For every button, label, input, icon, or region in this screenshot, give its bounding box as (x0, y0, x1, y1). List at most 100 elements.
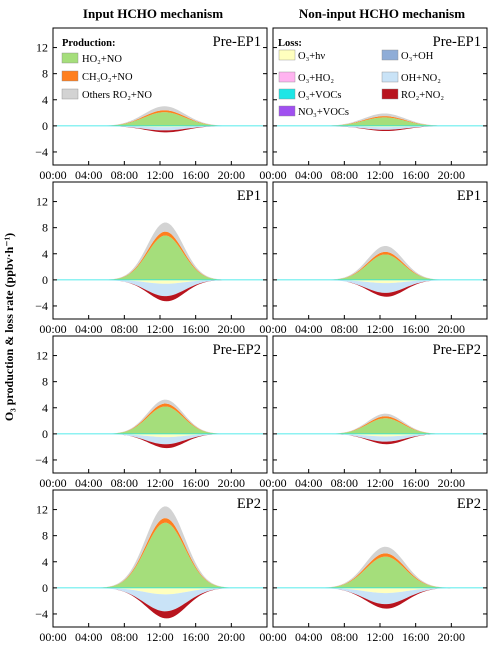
legend-swatch (61, 52, 79, 64)
legend-swatch (381, 88, 399, 100)
x-tick-label: 04:00 (295, 322, 322, 336)
x-tick-label: 04:00 (75, 476, 102, 490)
x-tick-label: 00:00 (259, 168, 286, 182)
x-tick-label: 16:00 (402, 322, 429, 336)
column-title-non-input: Non-input HCHO mechanism (299, 6, 465, 21)
area-ho2-no (273, 254, 487, 280)
area-ro2-no2 (273, 125, 487, 132)
area-ho2-no (273, 418, 487, 434)
legend-swatch (278, 88, 296, 100)
y-tick-label: 12 (36, 195, 48, 209)
y-tick-label: 0 (42, 273, 48, 287)
x-tick-label: 08:00 (111, 476, 138, 490)
x-tick-label: 12:00 (366, 168, 393, 182)
area-others-ro2-no (273, 245, 487, 280)
x-tick-label: 08:00 (111, 168, 138, 182)
area-o3-hv (273, 587, 487, 594)
panel-background (53, 28, 267, 165)
area-others-ro2-no (53, 106, 267, 126)
panel-background (273, 28, 487, 165)
x-tick-label: 16:00 (182, 476, 209, 490)
legends: Production: HO₂+NO CH₃O₂+NO Others RO₂+NO Lo… (61, 38, 444, 118)
x-tick-label: 00:00 (259, 476, 286, 490)
y-tick-label: 4 (42, 555, 48, 569)
area-o3-hv (53, 279, 267, 284)
y-tick-label: −4 (35, 299, 48, 313)
x-tick-label: 08:00 (331, 168, 358, 182)
x-tick-label: 20:00 (218, 630, 245, 644)
x-tick-label: 20:00 (218, 476, 245, 490)
area-o3-hv (273, 125, 487, 128)
legend-production-title: Production: (62, 38, 115, 49)
x-tick-label: 04:00 (295, 476, 322, 490)
x-tick-label: 12:00 (146, 476, 173, 490)
x-tick-label: 16:00 (182, 322, 209, 336)
x-tick-label: 20:00 (438, 322, 465, 336)
area-ro2-no2 (53, 125, 267, 133)
area-ho2-no (53, 235, 267, 280)
legend-item-label: OH+NO₂ (401, 73, 441, 84)
panel-6: 00:00 04:00 08:00 12:00 16:00 20:00 Pre-EP2 (259, 335, 488, 490)
legend-item-label: O₃+VOCs (298, 90, 341, 101)
area-ro2-no2 (53, 279, 267, 302)
area-others-ro2-no (273, 113, 487, 126)
y-tick-label: 4 (42, 401, 48, 415)
area-o3-hv (53, 587, 267, 595)
y-axis-label: O₃ production & loss rate (ppbv·h⁻¹) (2, 233, 16, 421)
legend-item-label: O₃+HO₂ (298, 73, 334, 84)
x-tick-label: 00:00 (259, 630, 286, 644)
y-tick-label: −4 (35, 145, 48, 159)
x-tick-label: 00:00 (39, 476, 66, 490)
panel-7: −4 0 4 8 12 00:00 04:00 08:00 12:00 16:00 20:00 EP2 (35, 489, 268, 644)
area-ho2-no (273, 117, 487, 126)
area-ho2-no (53, 112, 267, 126)
x-tick-label: 16:00 (402, 168, 429, 182)
legend-loss-title: Loss: (278, 38, 302, 49)
area-ro2-no2 (273, 433, 487, 445)
area-oh-no2 (53, 125, 267, 131)
x-tick-label: 04:00 (295, 168, 322, 182)
x-tick-label: 12:00 (366, 322, 393, 336)
x-tick-label: 04:00 (295, 630, 322, 644)
x-tick-label: 12:00 (146, 322, 173, 336)
area-oh-no2 (273, 125, 487, 130)
column-title-input: Input HCHO mechanism (83, 6, 223, 21)
legend-swatch (278, 105, 296, 117)
panel-period-label: EP2 (237, 496, 261, 512)
legend-swatch (278, 49, 296, 61)
legend-item-label: HO₂+NO (82, 54, 122, 65)
y-tick-label: 8 (42, 221, 48, 235)
x-tick-label: 12:00 (366, 630, 393, 644)
area-oh-no2 (273, 587, 487, 605)
legend-item-label: O₃+hν (298, 51, 325, 62)
y-tick-label: 8 (42, 529, 48, 543)
x-tick-label: 08:00 (331, 630, 358, 644)
area-o3-hv (53, 433, 267, 438)
area-oh-no2 (53, 279, 267, 297)
area-ro2-no2 (53, 587, 267, 619)
panel-8: 00:00 04:00 08:00 12:00 16:00 20:00 EP2 (259, 489, 488, 644)
area-ro2-no2 (273, 279, 487, 297)
legend-swatch (381, 71, 399, 83)
x-tick-label: 08:00 (111, 322, 138, 336)
area-ho2-no (53, 522, 267, 588)
legend-item-label: O₃+OH (401, 51, 434, 62)
panel-period-label: Pre-EP1 (213, 34, 261, 50)
panel-2: 00:00 04:00 08:00 12:00 16:00 20:00 Pre-EP1 (259, 27, 488, 182)
legend-item-label: RO₂+NO₂ (401, 90, 444, 101)
area-ho2-no (273, 556, 487, 588)
panels: −4 0 4 8 12 00:00 04:00 08:00 12:00 16:00 20:00 Pre… (35, 27, 488, 644)
x-tick-label: 16:00 (182, 168, 209, 182)
panel-4: 00:00 04:00 08:00 12:00 16:00 20:00 EP1 (259, 181, 488, 336)
area-oh-no2 (53, 587, 267, 612)
x-tick-label: 12:00 (366, 476, 393, 490)
x-tick-label: 16:00 (402, 476, 429, 490)
x-tick-label: 04:00 (75, 322, 102, 336)
x-tick-label: 20:00 (218, 168, 245, 182)
x-tick-label: 20:00 (438, 476, 465, 490)
x-tick-label: 08:00 (111, 630, 138, 644)
panel-period-label: Pre-EP2 (213, 342, 261, 358)
panel-period-label: Pre-EP1 (433, 34, 481, 50)
area-ho2-no (53, 406, 267, 434)
